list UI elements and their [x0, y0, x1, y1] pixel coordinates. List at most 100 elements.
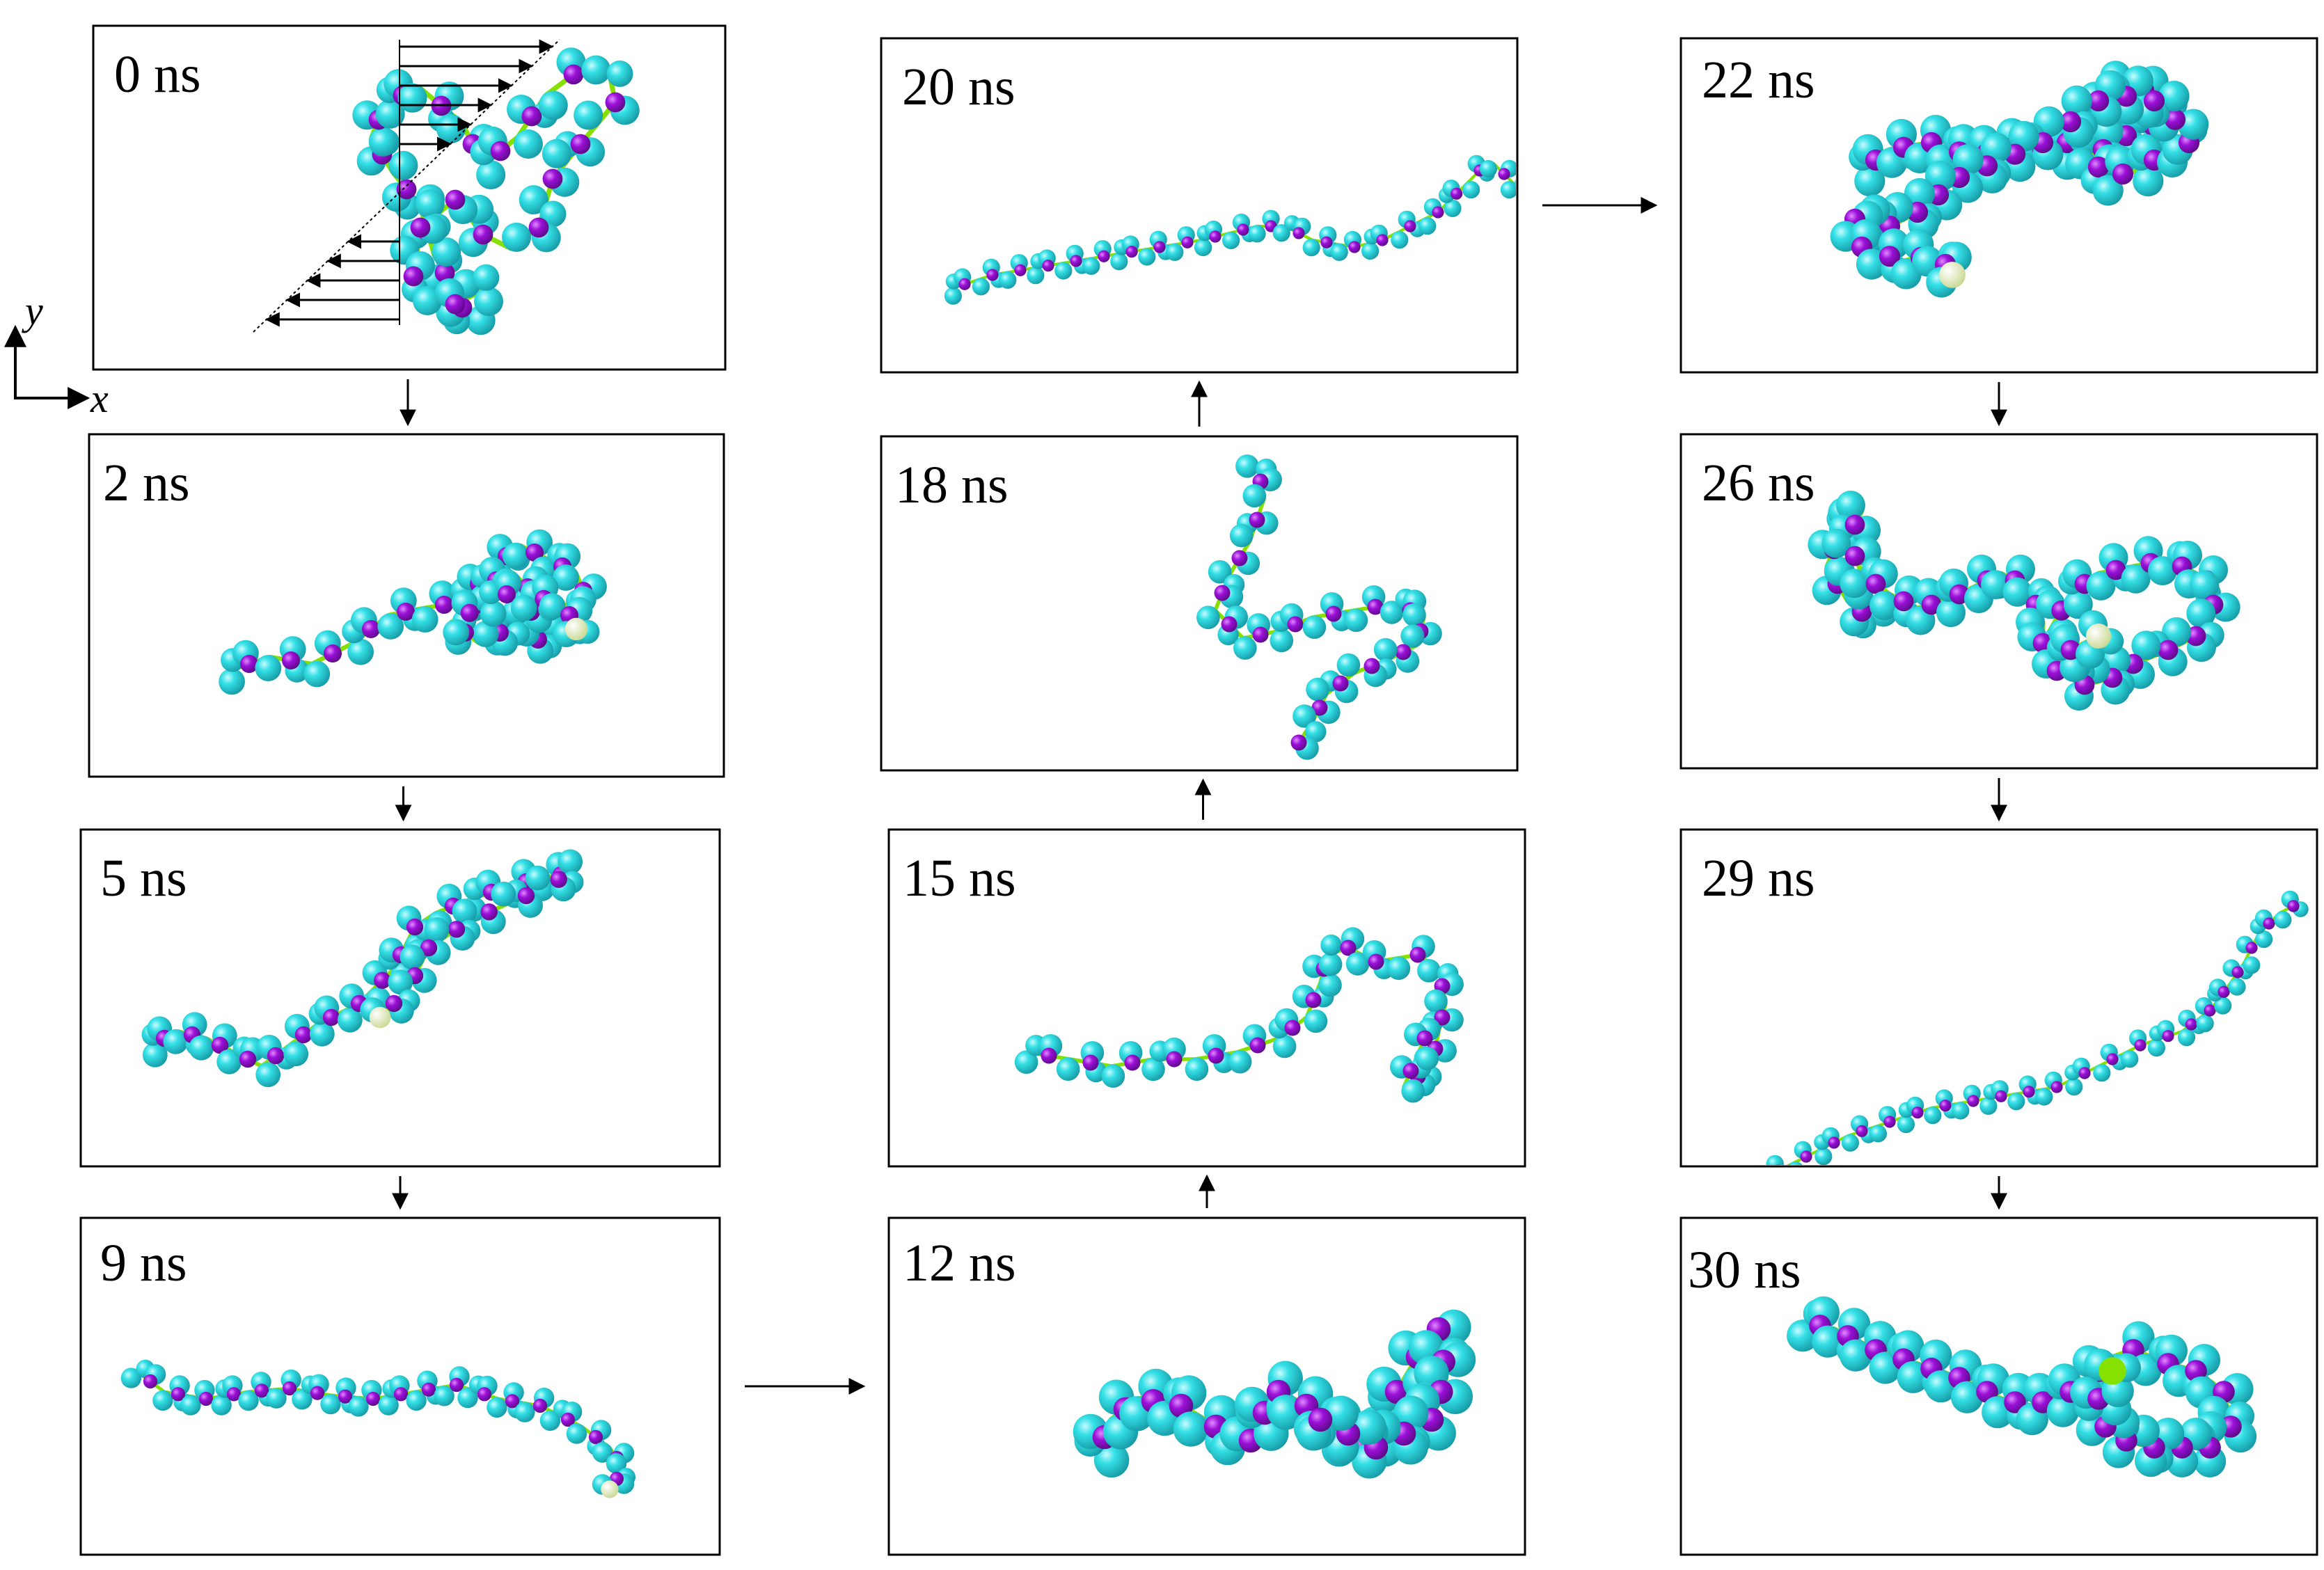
- side-bead: [1138, 248, 1156, 266]
- side-bead: [1056, 1057, 1080, 1081]
- side-bead: [1304, 1009, 1328, 1033]
- backbone-bead: [1124, 1054, 1141, 1071]
- polymer-chain: [944, 154, 1516, 305]
- time-label: 0 ns: [114, 45, 201, 104]
- backbone-bead: [2218, 985, 2230, 998]
- side-bead: [1302, 239, 1320, 257]
- backbone-bead: [2106, 1053, 2119, 1065]
- panel-frame: [880, 37, 1519, 374]
- side-bead: [2158, 81, 2190, 112]
- side-bead: [375, 99, 405, 129]
- backbone-bead: [2078, 1067, 2091, 1079]
- side-bead: [2002, 577, 2032, 607]
- polymer-chain: [219, 529, 607, 695]
- side-bead: [2190, 570, 2220, 600]
- backbone-bead: [338, 1389, 353, 1404]
- side-bead: [510, 594, 537, 621]
- backbone-bead: [1308, 1407, 1333, 1432]
- side-bead: [2147, 1039, 2165, 1057]
- backbone-bead: [480, 903, 498, 921]
- backbone-bead: [1325, 605, 1342, 622]
- backbone-bead: [605, 92, 626, 113]
- side-bead: [320, 1393, 341, 1415]
- terminal-bead: [564, 617, 588, 641]
- backbone-bead: [1098, 250, 1110, 262]
- side-bead: [1730, 1176, 1746, 1192]
- side-bead: [1951, 1381, 1984, 1413]
- panel-frame: [1679, 37, 2318, 374]
- side-bead: [1897, 1116, 1915, 1134]
- side-bead: [1924, 160, 1956, 192]
- side-bead: [472, 621, 499, 647]
- backbone-bead: [2287, 900, 2300, 912]
- side-bead: [2092, 175, 2124, 206]
- flow-arrows: [392, 197, 2007, 1395]
- backbone-bead: [1320, 236, 1333, 248]
- backbone-bead: [563, 64, 584, 85]
- backbone-bead: [1883, 1116, 1896, 1128]
- backbone-bead: [294, 1026, 313, 1044]
- side-bead: [2214, 997, 2232, 1015]
- backbone-bead: [2134, 1039, 2147, 1052]
- side-bead: [1479, 160, 1497, 178]
- backbone-bead: [397, 603, 415, 621]
- backbone-bead: [1995, 1090, 2007, 1102]
- backbone-bead: [1911, 1107, 1924, 1119]
- backbone-bead: [1402, 1063, 1419, 1079]
- backbone-bead: [406, 918, 424, 936]
- side-bead: [1093, 1442, 1130, 1478]
- snapshot-panel-t5: 5 ns: [79, 828, 721, 1168]
- backbone-bead: [542, 168, 563, 189]
- side-bead: [1979, 1097, 1998, 1115]
- snapshot-panel-t0: 0 ns: [92, 24, 727, 371]
- side-bead: [400, 944, 425, 970]
- side-bead: [415, 189, 445, 219]
- side-bead: [348, 1396, 369, 1417]
- side-bead: [1821, 528, 1851, 558]
- side-bead: [1272, 224, 1290, 242]
- backbone-bead: [525, 544, 544, 562]
- backbone-bead: [1252, 626, 1269, 643]
- backbone-bead: [211, 1036, 229, 1054]
- side-bead: [1330, 243, 1348, 261]
- side-bead: [1318, 973, 1342, 997]
- backbone-bead: [1404, 220, 1416, 232]
- time-label: 12 ns: [903, 1234, 1016, 1292]
- side-bead: [1373, 637, 1398, 662]
- backbone-bead: [1921, 594, 1942, 615]
- time-label: 30 ns: [1688, 1241, 1801, 1299]
- backbone-bead: [198, 1391, 214, 1406]
- side-bead: [266, 1388, 287, 1409]
- side-bead: [283, 1041, 309, 1067]
- polymer-chain: [120, 1359, 635, 1498]
- backbone-bead: [1844, 514, 1865, 535]
- side-bead: [377, 613, 404, 640]
- terminal-bead: [2098, 1357, 2126, 1385]
- snapshot-panel-t18: 18 ns: [880, 435, 1519, 772]
- side-bead: [606, 60, 633, 87]
- backbone-bead: [1166, 1051, 1183, 1068]
- backbone-bead: [2158, 640, 2179, 660]
- backbone-bead: [1290, 734, 1307, 751]
- side-bead: [1361, 241, 1380, 260]
- snapshot-panel-t26: 26 ns: [1679, 433, 2318, 770]
- side-bead: [1500, 181, 1516, 199]
- backbone-bead: [448, 921, 466, 938]
- side-bead: [189, 1035, 214, 1061]
- backbone-bead: [517, 887, 535, 905]
- backbone-bead: [460, 603, 479, 622]
- backbone-bead: [324, 644, 342, 663]
- side-bead: [368, 127, 398, 157]
- axes-indicator: y x: [4, 288, 109, 421]
- side-bead: [1869, 1125, 1887, 1143]
- side-bead: [1854, 166, 1886, 197]
- side-bead: [1228, 1049, 1252, 1074]
- polymer-chain: [1808, 491, 2240, 711]
- backbone-bead: [532, 1398, 548, 1413]
- side-bead: [2148, 556, 2177, 586]
- side-bead: [1759, 1175, 1776, 1193]
- side-bead: [525, 865, 551, 891]
- side-bead: [1952, 1102, 1970, 1120]
- side-bead: [1380, 601, 1404, 624]
- time-label: 26 ns: [1702, 454, 1815, 512]
